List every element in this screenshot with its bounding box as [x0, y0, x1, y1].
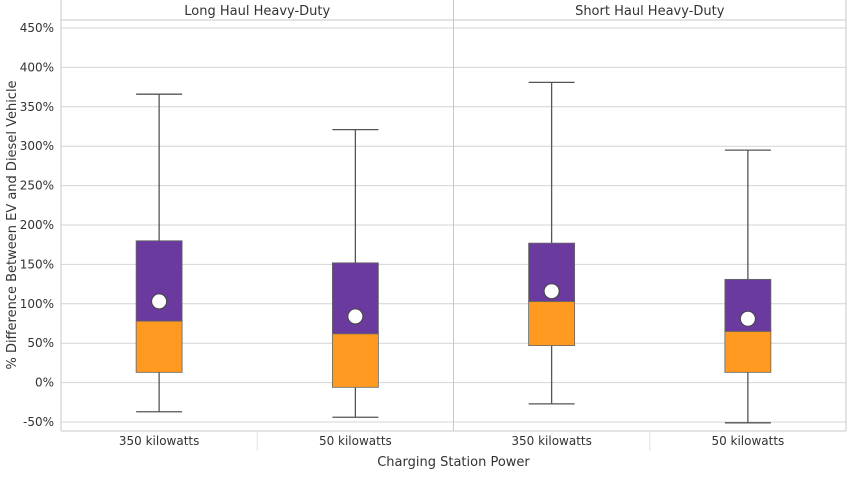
- panel-title: Long Haul Heavy-Duty: [184, 4, 330, 19]
- mean-marker: [347, 308, 364, 325]
- y-tick-label: 350%: [20, 100, 54, 114]
- y-tick-label: 100%: [20, 297, 54, 311]
- x-axis-title: Charging Station Power: [377, 455, 530, 470]
- y-tick-label: 400%: [20, 60, 54, 74]
- x-tick-label: 350 kilowatts: [119, 434, 200, 448]
- y-tick-label: 300%: [20, 139, 54, 153]
- y-tick-label: 450%: [20, 21, 54, 35]
- box-lower-quartile: [331, 333, 379, 388]
- y-axis-title: % Difference Between EV and Diesel Vehic…: [5, 80, 20, 369]
- x-tick-label: 50 kilowatts: [711, 434, 784, 448]
- mean-marker: [739, 310, 756, 327]
- y-tick-label: 150%: [20, 257, 54, 271]
- mean-marker: [543, 283, 560, 300]
- x-tick-label: 50 kilowatts: [319, 434, 392, 448]
- y-tick-label: 200%: [20, 218, 54, 232]
- x-tick-label: 350 kilowatts: [511, 434, 592, 448]
- y-tick-label: 50%: [27, 336, 54, 350]
- y-tick-label: 0%: [35, 376, 54, 390]
- y-tick-label: -50%: [23, 415, 54, 429]
- panel-title: Short Haul Heavy-Duty: [575, 4, 725, 19]
- box-lower-quartile: [528, 301, 576, 346]
- box-lower-quartile: [135, 320, 183, 373]
- y-tick-label: 250%: [20, 179, 54, 193]
- box-lower-quartile: [724, 330, 772, 373]
- mean-marker: [151, 293, 168, 310]
